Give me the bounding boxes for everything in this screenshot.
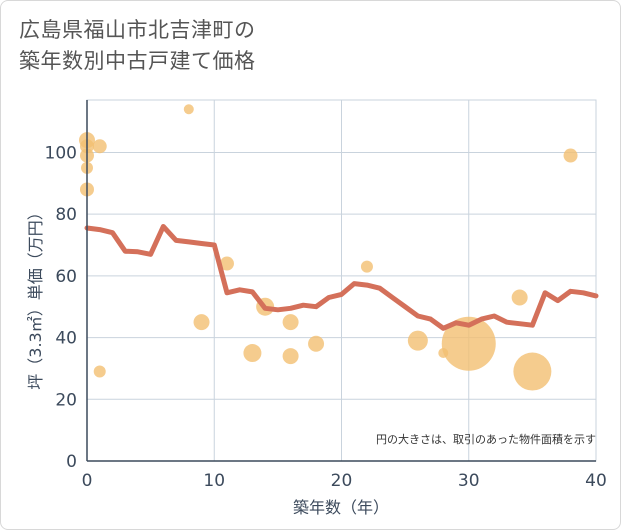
bubble-point <box>511 289 528 306</box>
bubble-point <box>360 260 373 273</box>
average-line-series <box>84 224 599 331</box>
bubble-point <box>243 344 262 363</box>
x-tick-label: 0 <box>82 471 93 491</box>
y-tick-label: 80 <box>55 205 77 225</box>
bubble-point <box>441 316 496 371</box>
bubble-point <box>513 352 552 391</box>
y-tick-label: 100 <box>45 143 77 163</box>
bubble-point <box>407 330 428 351</box>
y-tick-label: 40 <box>55 329 77 349</box>
bubble-point <box>308 335 325 352</box>
bubble-point <box>282 348 299 365</box>
bubble-point <box>193 314 210 331</box>
title-line-2: 築年数別中古戸建て価格 <box>19 49 256 73</box>
bubble-point <box>563 148 578 163</box>
bubble-point <box>282 314 299 331</box>
x-tick-label: 30 <box>458 471 480 491</box>
bubble-size-note: 円の大きさは、取引のあった物件面積を示す <box>376 432 596 446</box>
axes <box>86 100 596 462</box>
y-tick-label: 20 <box>55 390 77 410</box>
x-tick-label: 40 <box>585 471 607 491</box>
x-tick-label: 10 <box>203 471 225 491</box>
x-tick-label: 20 <box>331 471 353 491</box>
y-axis-label: 坪（3.3㎡）単価（万円） <box>26 204 45 389</box>
bubble-series <box>79 104 578 391</box>
y-tick-label: 0 <box>66 452 77 472</box>
chart-title: 広島県福山市北吉津町の 築年数別中古戸建て価格 <box>19 15 256 77</box>
tick-labels: 0 20 40 60 80 100 0 10 20 30 40 <box>45 143 607 491</box>
bubble-point <box>183 104 194 115</box>
average-price-line <box>84 224 599 331</box>
grid-lines <box>86 99 597 462</box>
title-line-1: 広島県福山市北吉津町の <box>19 18 256 42</box>
y-tick-label: 60 <box>55 267 77 287</box>
bubble-point <box>92 139 107 154</box>
bubble-point <box>93 365 106 378</box>
x-axis-label: 築年数（年） <box>293 498 389 517</box>
bubble-point <box>219 256 234 271</box>
